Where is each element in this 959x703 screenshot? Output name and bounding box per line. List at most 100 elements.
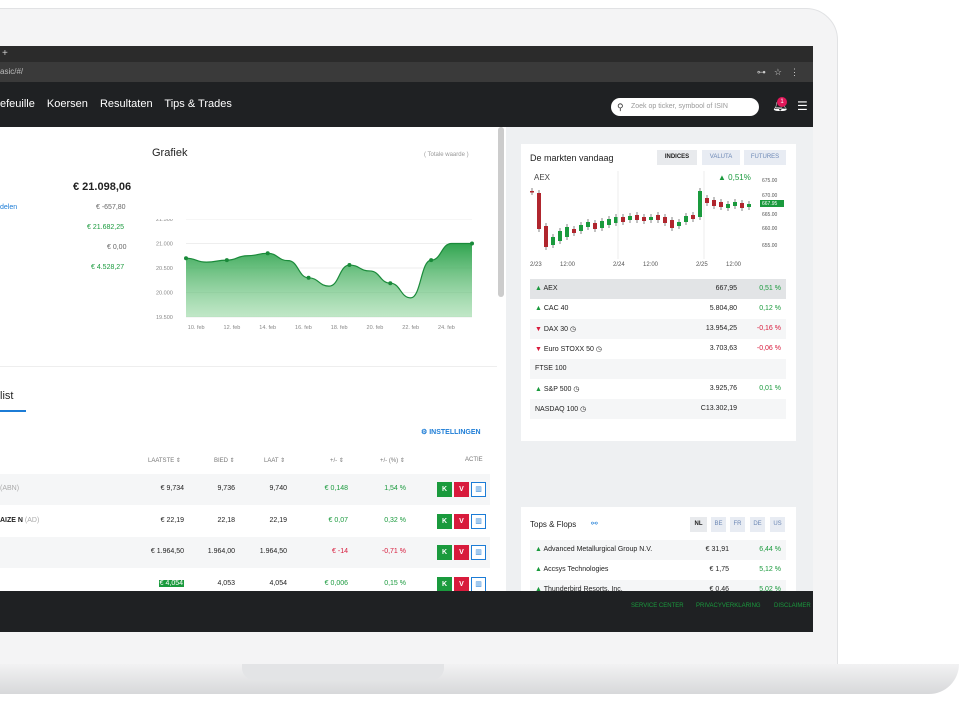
candle[interactable] [684, 216, 688, 222]
data-point[interactable] [429, 258, 434, 263]
column-header[interactable]: ACTIE [465, 457, 483, 463]
market-row[interactable]: ▲ AEX 667,95 0,51 % [530, 279, 786, 299]
candle[interactable] [551, 237, 555, 245]
new-tab-button[interactable]: + [2, 48, 8, 59]
footer-link-privacy[interactable]: PRIVACYVERKLARING [696, 603, 761, 609]
candle[interactable] [600, 221, 604, 228]
candle[interactable] [544, 226, 548, 247]
candle[interactable] [740, 203, 744, 208]
tab-indices[interactable]: INDICES [657, 150, 697, 165]
share-icon[interactable]: ⚯ [591, 519, 598, 528]
data-point[interactable] [224, 258, 229, 263]
nav-item-resultaten[interactable]: Resultaten [99, 98, 153, 110]
buy-button[interactable]: K [437, 482, 452, 497]
candle[interactable] [712, 200, 716, 206]
portfolio-link[interactable]: delen [0, 204, 18, 211]
footer-link-disclaimer[interactable]: DISCLAIMER [774, 603, 811, 609]
change-value: € 0,148 [324, 485, 348, 492]
stock-name[interactable]: (ABN) [0, 485, 20, 492]
candle[interactable] [579, 225, 583, 231]
candle[interactable] [747, 204, 751, 207]
sell-button[interactable]: V [454, 545, 469, 560]
candle[interactable] [719, 202, 723, 207]
scrollbar[interactable] [498, 127, 504, 297]
tab-fr[interactable]: FR [730, 517, 745, 532]
search-input[interactable]: ⚲ Zoek op ticker, symbool of ISIN [611, 98, 759, 116]
candle[interactable] [593, 223, 597, 229]
market-row[interactable]: ▲ S&P 500 ◷ 3.925,76 0,01 % [530, 379, 786, 399]
candle[interactable] [614, 217, 618, 223]
market-row[interactable]: ▼ DAX 30 ◷ 13.954,25 -0,16 % [530, 319, 786, 339]
url-text[interactable]: asic/#/ [0, 67, 24, 76]
chart-icon[interactable]: ▥ [471, 545, 486, 560]
column-header[interactable]: +/- ⇕ [330, 458, 344, 464]
data-point[interactable] [470, 241, 474, 246]
candle[interactable] [628, 216, 632, 220]
column-header[interactable]: LAAT ⇕ [264, 458, 286, 464]
data-point[interactable] [265, 251, 270, 256]
sell-button[interactable]: V [454, 482, 469, 497]
candle[interactable] [558, 231, 562, 241]
column-header[interactable]: LAATSTE ⇕ [148, 458, 181, 464]
column-header[interactable]: BIED ⇕ [214, 458, 235, 464]
candle[interactable] [698, 191, 702, 217]
buy-button[interactable]: K [437, 545, 452, 560]
table-row[interactable]: € 1.964,50 1.964,00 1.964,50 € -14 -0,71 % K V… [0, 537, 490, 568]
chart-icon[interactable]: ▥ [471, 576, 486, 592]
tab-us[interactable]: US [770, 517, 785, 532]
column-header[interactable]: +/- (%) ⇕ [380, 458, 405, 464]
key-icon[interactable]: ⊶ [756, 67, 774, 77]
candle[interactable] [586, 222, 590, 227]
tops-row[interactable]: ▲ Accsys Technologies € 1,75 5,12 % [530, 560, 786, 580]
footer-link-service-center[interactable]: SERVICE CENTER [631, 603, 684, 609]
sell-button[interactable]: V [454, 513, 469, 529]
candle[interactable] [572, 229, 576, 233]
data-point[interactable] [347, 263, 352, 268]
candle[interactable] [635, 215, 639, 220]
nav-item-portefeuille[interactable]: efeuille [0, 98, 35, 110]
tab-nl[interactable]: NL [690, 517, 707, 532]
tab-futures[interactable]: FUTURES [744, 150, 786, 165]
candle[interactable] [642, 217, 646, 221]
candle[interactable] [649, 217, 653, 220]
candle[interactable] [726, 204, 730, 208]
buy-button[interactable]: K [437, 513, 452, 529]
candle[interactable] [607, 219, 611, 225]
stock-name[interactable]: AIZE N (AD) [0, 516, 40, 524]
nav-item-koersen[interactable]: Koersen [46, 98, 88, 110]
chart-icon[interactable]: ▥ [471, 482, 486, 497]
star-icon[interactable]: ☆ [773, 67, 790, 77]
tab-valuta[interactable]: VALUTA [702, 150, 740, 165]
market-row[interactable]: ▲ CAC 40 5.804,80 0,12 % [530, 299, 786, 319]
table-row[interactable]: AIZE N (AD) € 22,19 22,18 22,19 € 0,07 0,32 %… [0, 505, 490, 537]
nav-item-tips-trades[interactable]: Tips & Trades [164, 98, 232, 110]
hamburger-menu-icon[interactable]: ☰ [797, 99, 808, 113]
candle[interactable] [691, 215, 695, 219]
candle[interactable] [677, 222, 681, 226]
candle[interactable] [621, 217, 625, 222]
tops-row[interactable]: ▲ Advanced Metallurgical Group N.V. € 31,… [530, 540, 786, 560]
candle[interactable] [530, 191, 534, 193]
tab-de[interactable]: DE [750, 517, 765, 532]
table-row[interactable]: (ABN) € 9,734 9,736 9,740 € 0,148 1,54 % K V ▥ [0, 474, 490, 505]
candle[interactable] [565, 227, 569, 237]
data-point[interactable] [388, 281, 393, 286]
data-point[interactable] [184, 256, 188, 261]
more-icon[interactable]: ⋮ [790, 67, 807, 77]
candle[interactable] [537, 193, 541, 229]
chart-icon[interactable]: ▥ [471, 513, 486, 529]
candle[interactable] [705, 198, 709, 203]
candle[interactable] [733, 202, 737, 206]
browser-address-bar[interactable]: asic/#/ ⊶☆⋮ [0, 62, 813, 82]
market-row[interactable]: ▼ Euro STOXX 50 ◷ 3.703,63 -0,06 % [530, 339, 786, 359]
candle[interactable] [656, 215, 660, 220]
data-point[interactable] [306, 275, 311, 280]
candle[interactable] [670, 220, 674, 228]
tab-be[interactable]: BE [711, 517, 726, 532]
market-row[interactable]: FTSE 100 [530, 359, 786, 379]
sell-button[interactable]: V [454, 576, 469, 592]
candle[interactable] [663, 217, 667, 223]
settings-button[interactable]: ⚙ INSTELLINGEN [421, 429, 481, 436]
market-row[interactable]: NASDAQ 100 ◷ C13.302,19 [530, 399, 786, 419]
buy-button[interactable]: K [437, 576, 452, 592]
